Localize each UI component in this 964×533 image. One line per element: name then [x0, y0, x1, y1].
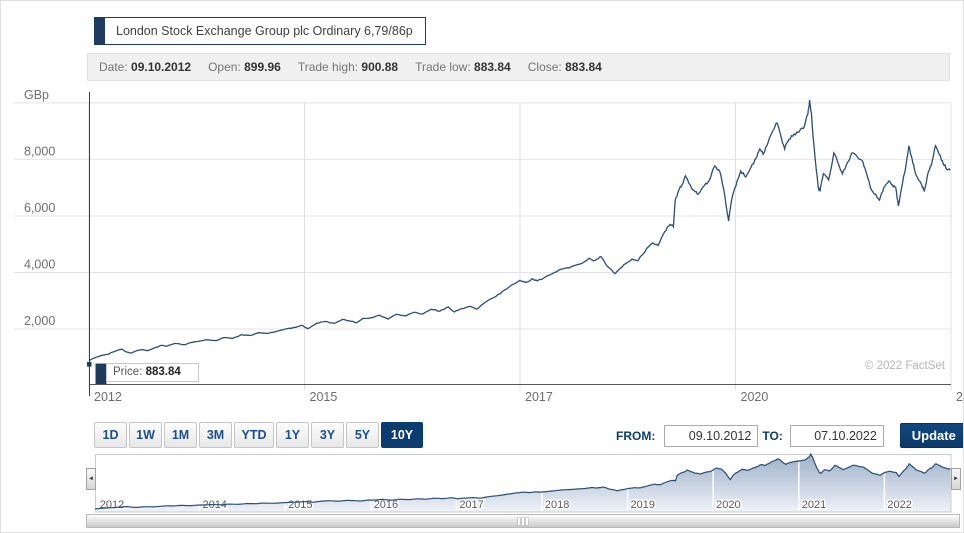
svg-text:2022: 2022 — [887, 499, 911, 511]
range-button-1w[interactable]: 1W — [129, 422, 162, 448]
minimap-scroll-right-button[interactable]: ► — [951, 468, 961, 490]
from-date-input[interactable] — [664, 424, 759, 447]
range-button-1d[interactable]: 1D — [94, 422, 127, 448]
tooltip-value: 883.84 — [145, 366, 181, 378]
svg-text:6,000: 6,000 — [24, 201, 55, 215]
quote-item: Date: 09.10.2012 — [99, 60, 192, 74]
update-button[interactable]: Update — [899, 423, 963, 448]
svg-text:2016: 2016 — [374, 499, 398, 511]
scrollbar-grip[interactable] — [518, 518, 528, 525]
chart-title: London Stock Exchange Group plc Ordinary… — [116, 24, 413, 38]
svg-text:2012: 2012 — [94, 390, 122, 404]
svg-text:2,000: 2,000 — [24, 314, 55, 328]
svg-text:2019: 2019 — [631, 499, 655, 511]
svg-text:4,000: 4,000 — [24, 257, 55, 271]
svg-text:GBp: GBp — [24, 88, 49, 102]
chart-title-box: London Stock Exchange Group plc Ordinary… — [94, 17, 426, 45]
range-button-1y[interactable]: 1Y — [276, 422, 309, 448]
tooltip-label: Price: — [113, 366, 143, 378]
date-range-controls: FROM: TO: Update — [616, 423, 963, 448]
svg-text:2022: 2022 — [956, 390, 964, 404]
svg-text:2017: 2017 — [459, 499, 483, 511]
quote-item: Open: 899.96 — [208, 60, 281, 74]
minimap-layer[interactable]: 2012 2014 2015 2016 2017 2018 2019 2020 2021 2022 — [94, 452, 952, 513]
svg-text:8,000: 8,000 — [24, 144, 55, 158]
price-tooltip: Price: 883.84 — [106, 363, 199, 382]
svg-text:2017: 2017 — [525, 390, 553, 404]
quote-item: Trade high: 900.88 — [297, 60, 399, 74]
copyright-label: © 2022 FactSet — [864, 360, 945, 372]
svg-text:2021: 2021 — [802, 499, 826, 511]
from-label: FROM: — [616, 428, 656, 443]
range-button-1m[interactable]: 1M — [164, 422, 197, 448]
quote-bar: Date: 09.10.2012 Open: 899.96 Trade high: … — [87, 53, 950, 81]
minimap-scrollbar[interactable] — [86, 514, 960, 528]
range-buttons: 1D 1W 1M 3M YTD 1Y 3Y 5Y 10Y — [94, 422, 423, 448]
svg-text:2020: 2020 — [741, 390, 769, 404]
title-accent-bar — [95, 18, 105, 44]
to-label: TO: — [762, 428, 783, 443]
minimap-scroll-left-button[interactable]: ◄ — [86, 468, 96, 490]
quote-item: Close: 883.84 — [527, 60, 602, 74]
main-chart-gridlines — [14, 102, 952, 390]
svg-text:2018: 2018 — [545, 499, 569, 511]
quote-item: Trade low: 883.84 — [415, 60, 511, 74]
range-button-3m[interactable]: 3M — [199, 422, 232, 448]
svg-text:2020: 2020 — [716, 499, 740, 511]
range-button-5y[interactable]: 5Y — [346, 422, 379, 448]
svg-text:2015: 2015 — [288, 499, 312, 511]
price-line-layer — [88, 100, 951, 362]
range-button-10y[interactable]: 10Y — [381, 422, 423, 448]
to-date-input[interactable] — [789, 424, 884, 447]
range-button-ytd[interactable]: YTD — [234, 422, 274, 448]
crosshair-marker-layer — [87, 92, 107, 396]
axis-labels-layer: 2,000 4,000 6,000 8,000 GBp 2012 2015 2017 2020 2… — [24, 88, 964, 404]
svg-text:2015: 2015 — [310, 390, 338, 404]
range-button-3y[interactable]: 3Y — [311, 422, 344, 448]
svg-text:2012: 2012 — [100, 499, 124, 511]
